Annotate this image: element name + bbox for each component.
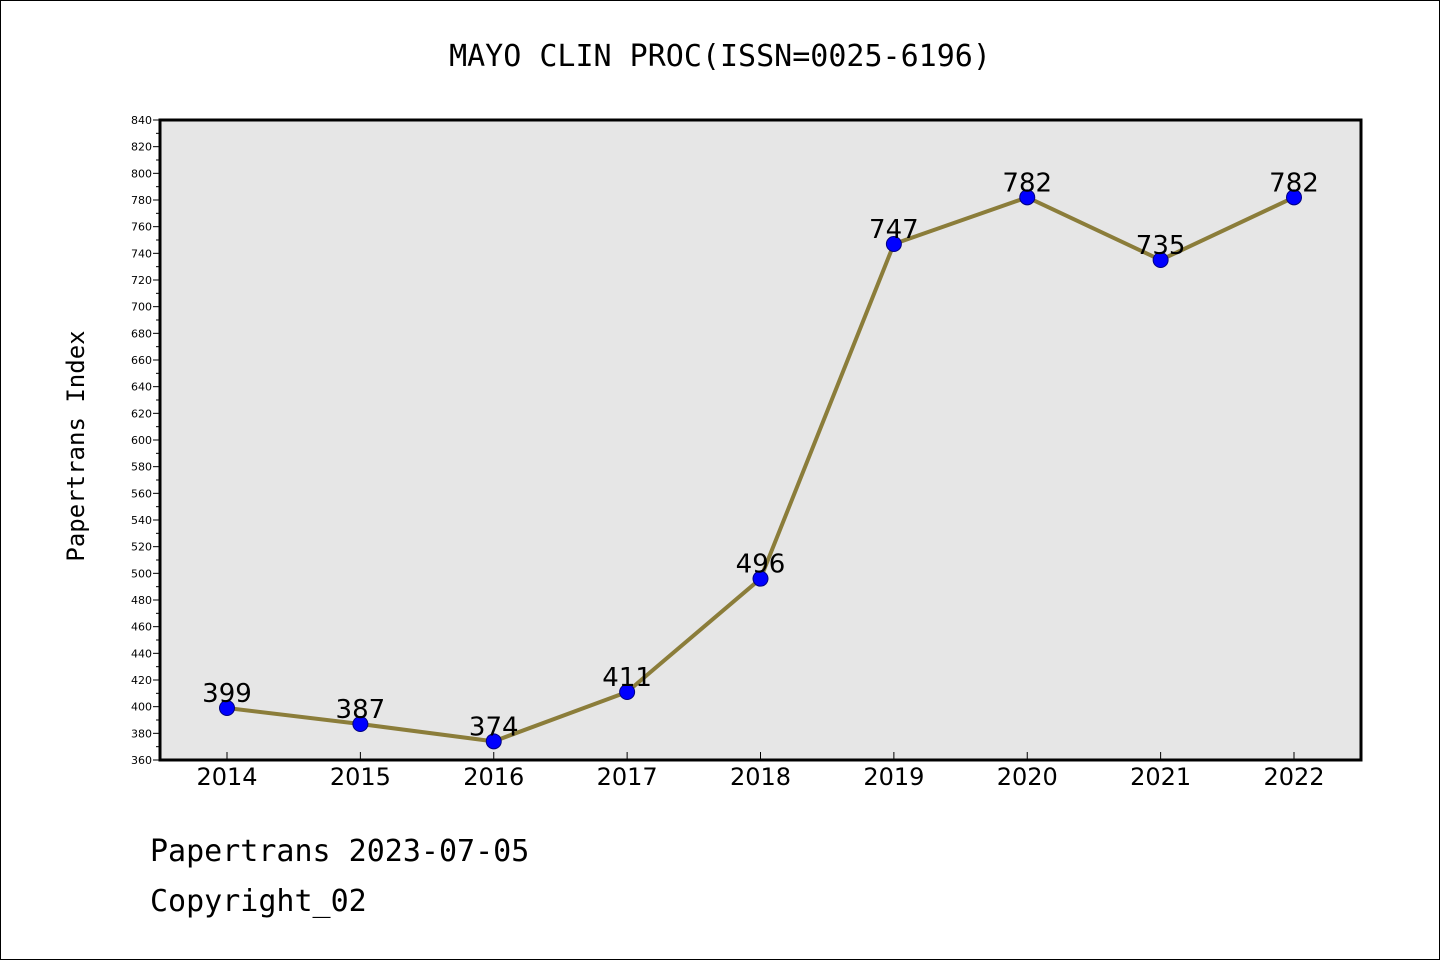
x-tick-label: 2015	[330, 763, 391, 791]
data-point	[752, 570, 769, 587]
data-label: 411	[602, 663, 652, 693]
y-tick-label: 720	[131, 274, 152, 287]
y-tick-label: 700	[131, 301, 152, 314]
y-tick-label: 400	[131, 701, 152, 714]
data-label: 399	[202, 679, 252, 709]
data-label: 735	[1136, 231, 1186, 261]
data-label: 747	[869, 215, 919, 245]
chart-title: MAYO CLIN PROC(ISSN=0025-6196)	[449, 39, 991, 74]
y-tick-label: 580	[131, 461, 152, 474]
y-tick-label: 660	[131, 354, 152, 367]
y-tick-label: 440	[131, 647, 152, 660]
x-axis: 2014 2015 2016 2017 2018 2019 2020 2021 2022	[196, 752, 1325, 791]
x-tick-label: 2021	[1130, 763, 1191, 791]
y-tick-label: 360	[131, 754, 152, 767]
data-point	[885, 236, 902, 252]
y-tick-label: 800	[131, 167, 152, 180]
y-tick-label: 420	[131, 674, 152, 687]
data-point	[485, 733, 502, 750]
y-tick-label: 780	[131, 194, 152, 207]
y-tick-label: 460	[131, 621, 152, 634]
x-tick-label: 2019	[863, 763, 924, 791]
data-label: 387	[336, 695, 386, 725]
y-tick-label: 820	[131, 141, 152, 154]
y-axis-label: Papertrans Index	[62, 330, 90, 561]
y-tick-label: 620	[131, 407, 152, 420]
y-axis: 360 380 400 420 440 460 480 500 520 540 560 580 600 6…	[131, 114, 160, 767]
x-tick-label: 2022	[1263, 763, 1324, 791]
y-tick-label: 480	[131, 594, 152, 607]
y-tick-label: 500	[131, 567, 152, 580]
y-tick-label: 560	[131, 487, 152, 500]
data-label: 374	[469, 712, 519, 742]
footer-copyright-text: Copyright_02	[150, 884, 367, 919]
y-tick-label: 840	[131, 114, 152, 127]
y-tick-label: 680	[131, 327, 152, 340]
data-point	[219, 700, 235, 716]
data-point	[352, 716, 369, 732]
x-tick-label: 2016	[463, 763, 524, 791]
data-label: 496	[736, 550, 786, 580]
x-tick-label: 2020	[997, 763, 1058, 791]
series-layer: 399 387 374 411 496 747 782 735 782	[202, 168, 1319, 750]
y-tick-label: 520	[131, 541, 152, 554]
plot-border	[158, 118, 1363, 762]
data-point	[1019, 189, 1036, 206]
data-point	[619, 684, 636, 700]
y-tick-label: 600	[131, 434, 152, 447]
x-tick-label: 2017	[597, 763, 658, 791]
y-tick-label: 540	[131, 514, 152, 527]
data-label: 782	[1269, 168, 1319, 198]
x-tick-label: 2014	[196, 763, 257, 791]
plot-area	[160, 120, 1361, 760]
y-tick-label: 760	[131, 221, 152, 234]
data-point	[1152, 252, 1169, 268]
y-tick-label: 640	[131, 381, 152, 394]
x-tick-label: 2018	[730, 763, 791, 791]
data-point	[1286, 189, 1302, 206]
footer-date-text: Papertrans 2023-07-05	[150, 834, 530, 869]
data-label: 782	[1002, 168, 1052, 198]
y-tick-label: 740	[131, 247, 152, 260]
y-tick-label: 380	[131, 727, 152, 740]
